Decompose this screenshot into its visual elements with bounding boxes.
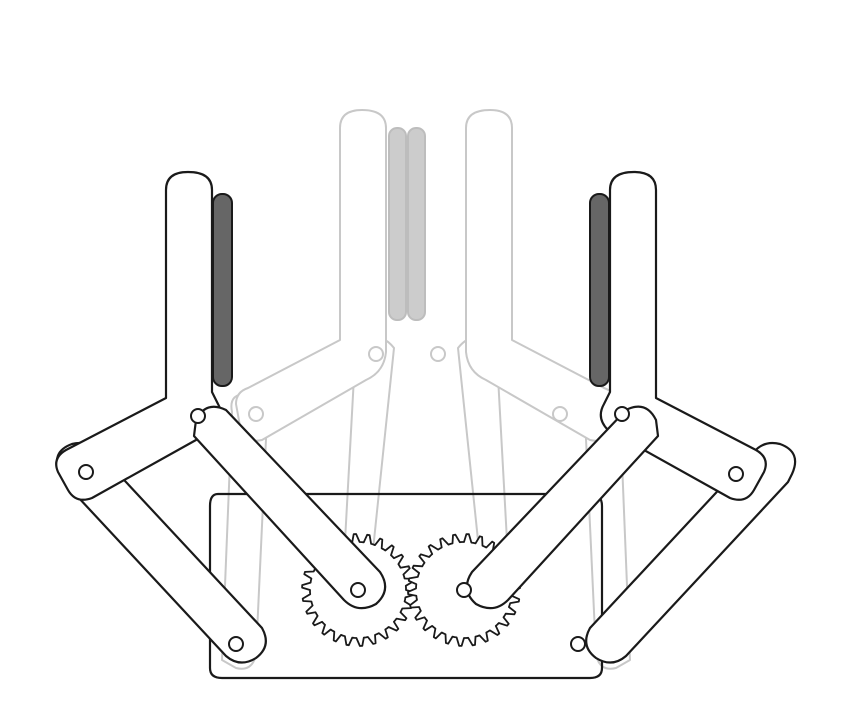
left-pin-base: [228, 636, 244, 652]
ghost-pin: [248, 406, 264, 422]
right-pin-base: [570, 636, 586, 652]
right-pin-finger: [614, 406, 630, 422]
left-pin-gear: [350, 582, 366, 598]
ghost-pin: [368, 346, 384, 362]
left-pin-finger: [190, 408, 206, 424]
left-outer-link: [55, 441, 267, 664]
left-finger-pad: [212, 193, 233, 387]
ghost-pin: [430, 346, 446, 362]
ghost-right-finger-pad: [407, 127, 426, 321]
ghost-left-finger: [235, 109, 387, 442]
left-jaw-assembly: [55, 170, 387, 664]
right-pin-gear: [456, 582, 472, 598]
left-finger: [55, 170, 223, 501]
left-inner-link: [192, 405, 387, 610]
left-pin-outer: [78, 464, 94, 480]
right-finger-pad: [589, 193, 610, 387]
ghost-left-finger-pad: [388, 127, 407, 321]
ghost-closed-state: [221, 109, 631, 670]
ghost-pin: [552, 406, 568, 422]
right-jaw-assembly: [456, 170, 797, 664]
right-pin-outer: [728, 466, 744, 482]
